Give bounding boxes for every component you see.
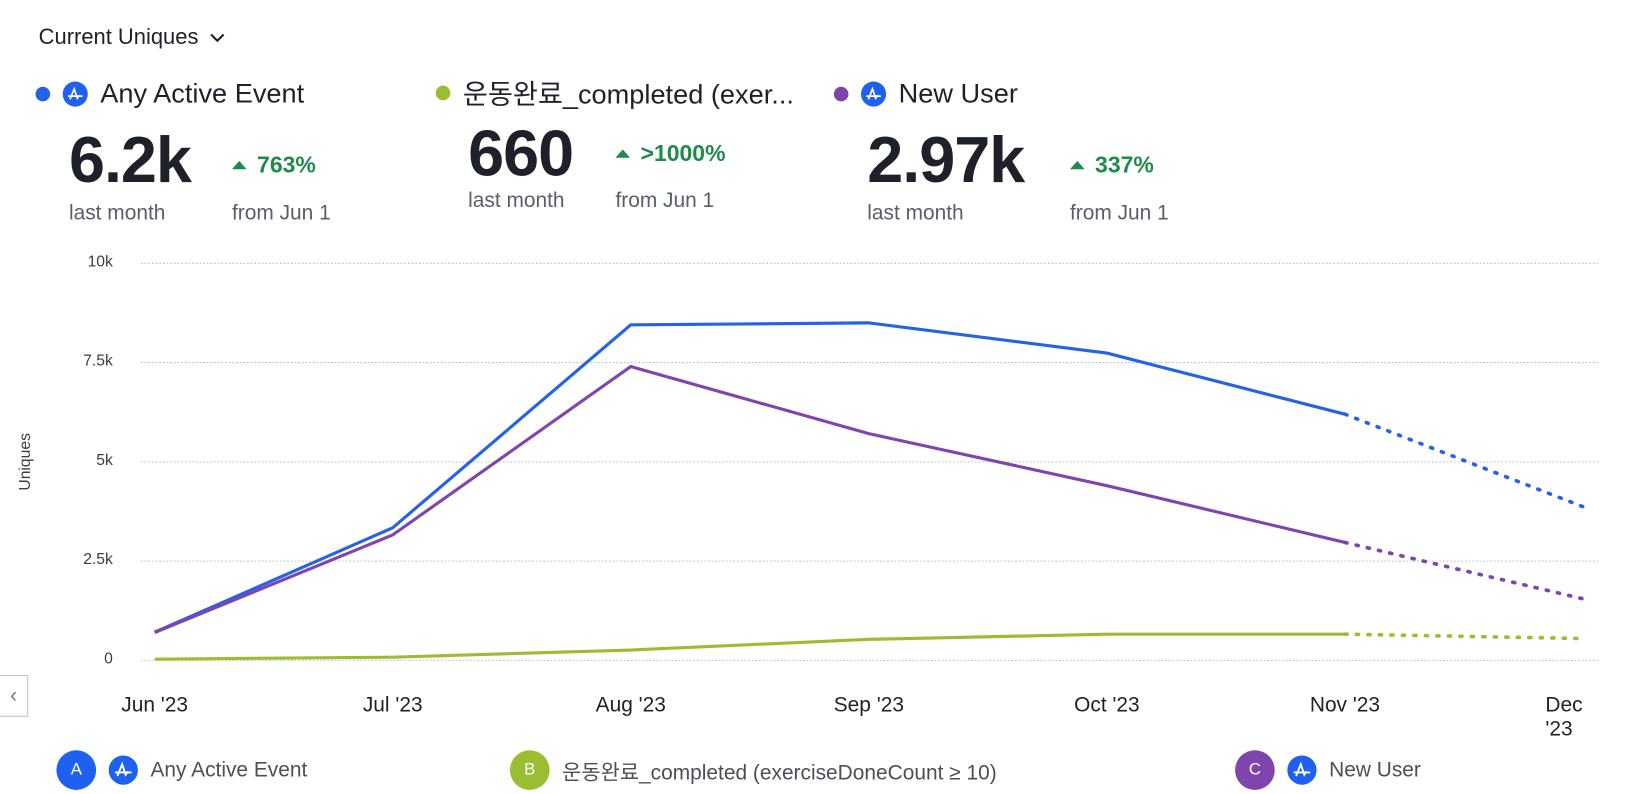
x-tick-label: Jul '23 bbox=[362, 693, 423, 717]
summary-value-label: last month bbox=[468, 189, 565, 213]
series-line-2 bbox=[154, 632, 1345, 661]
series-line-3 bbox=[154, 364, 1346, 635]
x-tick-label: Jun '23 bbox=[121, 693, 189, 717]
legend-label: New User bbox=[1329, 758, 1421, 782]
series-letter-badge: B bbox=[509, 750, 550, 790]
series-letter-badge: A bbox=[56, 750, 97, 790]
summary-title-a: Any Active Event bbox=[35, 77, 305, 109]
x-tick-label: Dec '23 bbox=[1545, 693, 1583, 741]
scroll-left-button[interactable]: ‹ bbox=[0, 675, 29, 717]
legend-item-a[interactable]: A Any Active Event bbox=[56, 750, 307, 790]
x-tick-label: Nov '23 bbox=[1309, 693, 1381, 717]
legend-label: Any Active Event bbox=[150, 758, 308, 782]
x-tick-label: Aug '23 bbox=[595, 693, 666, 717]
series-letter-badge: C bbox=[1235, 750, 1275, 790]
series-line-incomplete-2 bbox=[1343, 632, 1585, 641]
line-chart bbox=[141, 262, 1599, 661]
y-tick-label: 5k bbox=[96, 451, 113, 470]
amplitude-icon bbox=[860, 80, 887, 107]
legend-label: 운동완료_completed (exerciseDoneCount ≥ 10) bbox=[562, 761, 997, 785]
metric-dropdown[interactable]: Current Uniques bbox=[39, 25, 226, 50]
series-color-dot bbox=[35, 86, 51, 101]
change-value: 763% bbox=[257, 151, 316, 178]
summary-change-label: from Jun 1 bbox=[231, 201, 331, 225]
summary-change-label: from Jun 1 bbox=[615, 189, 715, 213]
change-value: 337% bbox=[1095, 151, 1154, 178]
legend-item-b[interactable]: B 운동완료_completed (exerciseDoneCount ≥ 10… bbox=[509, 750, 997, 790]
series-line-1 bbox=[154, 321, 1346, 634]
series-color-dot bbox=[435, 85, 451, 100]
y-tick-label: 2.5k bbox=[83, 550, 113, 569]
change-value: >1000% bbox=[640, 140, 726, 167]
y-tick-label: 0 bbox=[104, 649, 113, 668]
x-tick-label: Sep '23 bbox=[833, 693, 904, 717]
chevron-down-icon bbox=[210, 33, 225, 43]
summary-title-c: New User bbox=[833, 77, 1018, 109]
series-name: Any Active Event bbox=[100, 77, 305, 109]
amplitude-icon bbox=[108, 755, 138, 785]
amplitude-icon bbox=[1287, 755, 1317, 785]
series-color-dot bbox=[833, 86, 849, 101]
amplitude-icon bbox=[62, 80, 88, 107]
summary-change-a: 763% bbox=[231, 151, 316, 179]
summary-change-b: >1000% bbox=[615, 140, 726, 167]
series-line-incomplete-1 bbox=[1343, 412, 1585, 509]
summary-value-b: 660 bbox=[468, 118, 574, 191]
y-tick-label: 10k bbox=[87, 252, 113, 271]
summary-change-label: from Jun 1 bbox=[1069, 201, 1169, 225]
summary-value-c: 2.97k bbox=[867, 124, 1025, 197]
summary-value-label: last month bbox=[68, 201, 166, 225]
summary-title-b: 운동완료_completed (exer... bbox=[435, 73, 794, 112]
summary-value-a: 6.2k bbox=[68, 124, 192, 197]
x-tick-label: Oct '23 bbox=[1074, 693, 1140, 717]
y-tick-label: 7.5k bbox=[83, 352, 113, 370]
summary-change-c: 337% bbox=[1069, 151, 1154, 179]
series-line-incomplete-3 bbox=[1343, 540, 1585, 601]
series-name: New User bbox=[898, 77, 1018, 109]
up-arrow-icon bbox=[231, 160, 247, 170]
up-arrow-icon bbox=[1069, 160, 1085, 170]
y-axis-label: Uniques bbox=[16, 433, 34, 491]
up-arrow-icon bbox=[615, 149, 631, 158]
summary-value-label: last month bbox=[867, 201, 964, 225]
legend-item-c[interactable]: C New User bbox=[1235, 750, 1421, 790]
metric-dropdown-label: Current Uniques bbox=[38, 25, 199, 50]
chevron-left-icon: ‹ bbox=[10, 683, 18, 707]
series-name: 운동완료_completed (exer... bbox=[462, 78, 794, 110]
